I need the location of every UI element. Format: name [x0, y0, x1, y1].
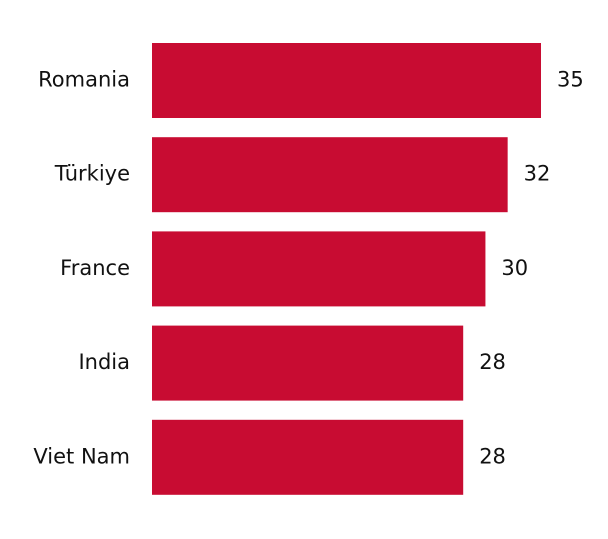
- value-label: 28: [479, 350, 506, 374]
- bar: [152, 137, 508, 213]
- category-label: Viet Nam: [33, 444, 130, 468]
- bar: [152, 43, 541, 118]
- category-label: France: [60, 256, 130, 280]
- category-label: Türkiye: [54, 162, 130, 186]
- bar: [152, 231, 486, 307]
- bar: [152, 419, 464, 495]
- value-label: 30: [501, 256, 528, 280]
- value-label: 35: [557, 68, 584, 92]
- bar: [152, 325, 464, 401]
- value-label: 32: [524, 162, 551, 186]
- value-label: 28: [479, 444, 506, 468]
- category-label: Romania: [38, 68, 130, 92]
- category-label: India: [78, 350, 130, 374]
